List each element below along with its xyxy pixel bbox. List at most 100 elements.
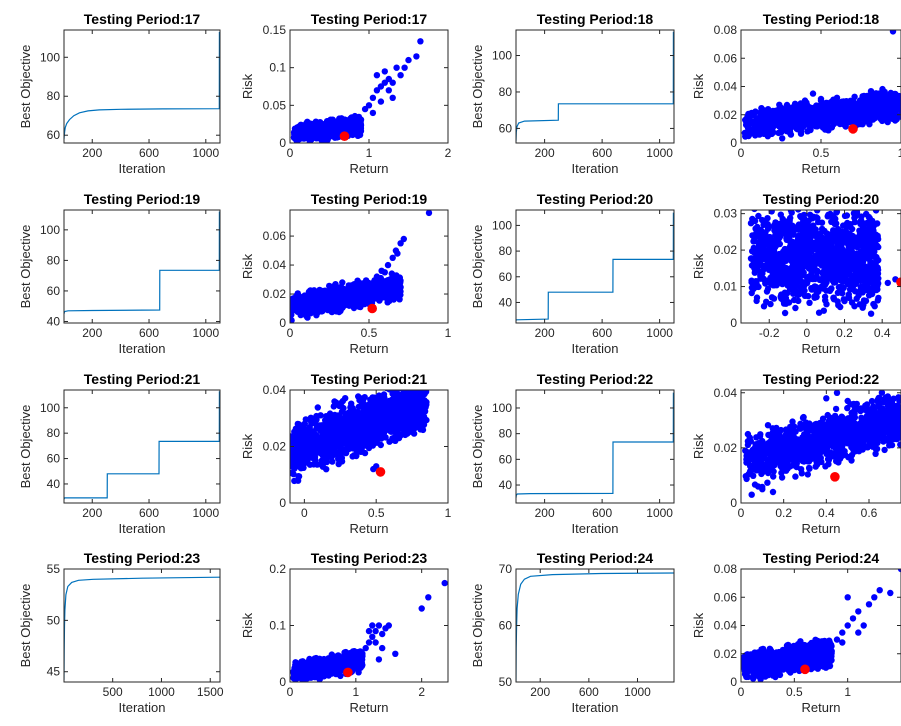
selected-portfolio-point (848, 124, 858, 134)
x-axis-label: Iteration (119, 341, 166, 356)
portfolio-point (801, 228, 808, 236)
portfolio-point (877, 93, 885, 100)
x-tick-label: 0.2 (836, 326, 853, 340)
x-tick-label: 600 (139, 506, 159, 520)
portfolio-point (875, 275, 882, 282)
portfolio-point (820, 274, 827, 281)
x-axis-label: Return (801, 161, 840, 176)
portfolio-point (336, 286, 343, 293)
portfolio-point (780, 218, 788, 225)
y-tick-label: 80 (47, 89, 61, 103)
portfolio-point (783, 266, 790, 274)
y-tick-label: 40 (47, 477, 61, 491)
axes-box (740, 209, 901, 324)
y-axis-label: Risk (691, 253, 706, 279)
portfolio-point (839, 111, 846, 119)
axes-box (63, 209, 221, 324)
portfolio-point (768, 250, 775, 257)
portfolio-point (777, 112, 784, 119)
y-tick-label: 0.02 (263, 287, 287, 301)
portfolio-point (290, 311, 295, 319)
portfolio-point (350, 129, 357, 136)
portfolio-point (385, 75, 392, 83)
portfolio-point (845, 293, 852, 300)
portfolio-point (405, 56, 412, 64)
portfolio-point (859, 121, 866, 128)
portfolio-point (763, 288, 771, 295)
portfolio-point (847, 277, 854, 284)
portfolio-cloud (741, 85, 901, 142)
portfolio-point (766, 240, 774, 247)
portfolio-point (778, 295, 785, 302)
portfolio-point (297, 309, 304, 316)
portfolio-point (748, 109, 755, 117)
portfolio-point (355, 279, 362, 286)
y-tick-label: 0.02 (714, 243, 738, 257)
portfolio-point (334, 128, 342, 135)
portfolio-point (372, 286, 379, 293)
selected-portfolio-point (367, 303, 378, 314)
panel-title: Testing Period:20 (537, 191, 654, 207)
portfolio-point (372, 279, 379, 286)
panel-title: Testing Period:18 (537, 11, 654, 27)
portfolio-point (413, 53, 420, 60)
portfolio-point (835, 240, 842, 247)
portfolio-point (797, 128, 805, 135)
y-tick-label: 80 (47, 253, 61, 267)
portfolio-point (338, 117, 345, 124)
portfolio-point (842, 256, 849, 263)
panel-title: Testing Period:21 (311, 371, 428, 387)
plot-area (64, 211, 220, 314)
portfolio-point (753, 297, 760, 305)
portfolio-point (340, 404, 347, 412)
portfolio-point (778, 264, 785, 271)
x-tick-label: 1 (898, 146, 901, 160)
portfolio-point (388, 276, 395, 284)
portfolio-point (871, 280, 878, 287)
portfolio-point (805, 292, 812, 300)
portfolio-point (889, 99, 897, 106)
portfolio-point (401, 64, 408, 71)
portfolio-point (758, 130, 765, 137)
portfolio-point (755, 199, 761, 205)
portfolio-point (872, 210, 879, 213)
x-tick-label: 600 (592, 146, 612, 160)
selected-portfolio-point (339, 131, 350, 141)
x-tick-label: 0 (287, 326, 294, 340)
plot-area (290, 210, 433, 323)
portfolio-point (800, 271, 807, 279)
portfolio-point (822, 281, 829, 288)
panel-6: Testing Period:190 0.5 100.020.040.06Retur… (240, 191, 452, 356)
portfolio-point (317, 461, 324, 468)
portfolio-point (846, 244, 853, 252)
y-tick-label: 0.03 (714, 207, 738, 221)
portfolio-point (373, 87, 381, 94)
portfolio-point (861, 245, 869, 252)
y-tick-label: 0.15 (263, 23, 287, 37)
portfolio-point (306, 295, 313, 302)
panel-8: Testing Period:20-0.2 0 0.2 0.400.010.020.0… (691, 191, 901, 356)
portfolio-point (810, 222, 817, 229)
portfolio-point (294, 132, 301, 140)
y-tick-label: 100 (492, 218, 512, 232)
portfolio-point (346, 302, 353, 309)
portfolio-point (780, 118, 787, 125)
portfolio-point (813, 253, 820, 261)
portfolio-point (768, 119, 775, 126)
portfolio-point (770, 129, 777, 136)
portfolio-point (874, 232, 881, 240)
portfolio-point (760, 246, 768, 253)
y-tick-label: 100 (40, 223, 60, 237)
y-tick-label: 0.06 (714, 51, 738, 65)
portfolio-point (803, 108, 811, 115)
portfolio-point (851, 288, 859, 295)
y-tick-label: 0.08 (714, 23, 738, 37)
portfolio-point (833, 210, 841, 215)
panel-title: Testing Period:19 (311, 191, 428, 207)
x-tick-label: 0.5 (813, 146, 830, 160)
portfolio-point (748, 284, 756, 291)
best-objective-line (64, 211, 220, 314)
portfolio-point (893, 114, 900, 121)
